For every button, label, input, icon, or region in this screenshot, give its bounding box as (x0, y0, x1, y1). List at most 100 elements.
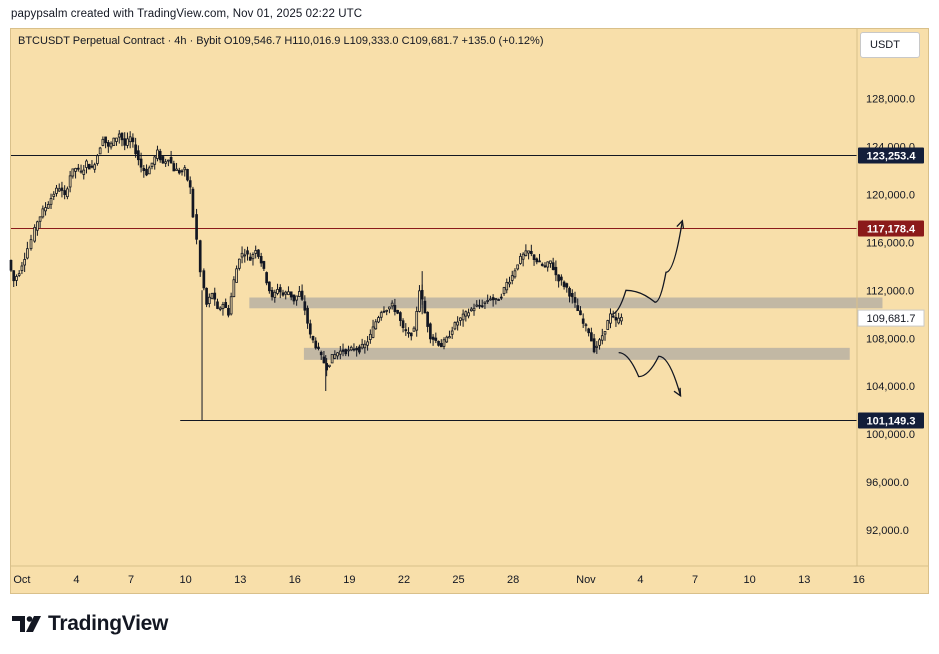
candle-body (319, 351, 323, 356)
candle-body (519, 255, 522, 264)
candle-body (251, 254, 255, 260)
price-tick-label: 128,000.0 (866, 94, 915, 106)
candle-body (240, 252, 244, 258)
candle-body (513, 270, 517, 278)
candle-body (229, 296, 233, 315)
candle-body (374, 321, 378, 330)
chart-pane[interactable] (10, 28, 929, 594)
price-tick-label: 96,000.0 (866, 477, 909, 489)
candle-body (423, 300, 427, 314)
candle-body (620, 316, 623, 322)
candle-body (74, 167, 77, 172)
currency-button[interactable]: USDT (860, 32, 920, 58)
candle-body (167, 159, 170, 162)
candle-body (188, 180, 192, 188)
candle-body (63, 190, 67, 196)
candle-body (609, 313, 612, 324)
time-tick-label: 10 (744, 574, 756, 586)
candle-body (510, 275, 514, 281)
candle-body (180, 170, 184, 173)
candle-body (415, 311, 419, 331)
candle-body (341, 349, 345, 352)
candle-body (570, 292, 574, 298)
time-axis[interactable]: Oct 4 7 10 13 16 19 22 25 28 Nov 4 7 10 13 16 (11, 565, 929, 586)
candle-body (164, 161, 167, 164)
candle-body (153, 156, 157, 165)
candle-body (549, 260, 552, 264)
candle-body (344, 349, 348, 355)
candle-body (213, 292, 217, 300)
candle-body (68, 175, 72, 188)
candle-body (532, 254, 536, 261)
candle-body (562, 281, 566, 287)
candle-body (276, 289, 279, 294)
candle-body (262, 261, 266, 269)
time-tick-label: 16 (289, 574, 301, 586)
candle-body (17, 273, 21, 276)
tradingview-wordmark: TradingView (48, 612, 169, 635)
candle-body (243, 254, 247, 257)
candle-body (554, 266, 558, 276)
candle-body (584, 324, 588, 327)
candle-body (538, 260, 541, 263)
candle-body (437, 340, 440, 346)
candle-body (36, 221, 39, 231)
candle-body (396, 309, 399, 314)
candle-body (183, 167, 187, 171)
candle-body (90, 165, 94, 168)
candle-body (499, 296, 503, 299)
candle-body (308, 323, 312, 335)
candle-body (46, 204, 50, 209)
time-tick-label: 13 (234, 574, 246, 586)
time-tick-label: Nov (576, 574, 596, 586)
candle-body (128, 136, 132, 143)
candle-body (445, 336, 449, 343)
projection-arrows (611, 219, 685, 398)
price-tick-label: 120,000.0 (866, 189, 915, 201)
candle-body (407, 332, 410, 334)
candle-body (456, 321, 459, 326)
candle-body (52, 193, 56, 197)
candle-body (9, 259, 13, 271)
candle-body (557, 274, 560, 282)
candle-body (489, 298, 492, 301)
candle-body (254, 250, 258, 254)
candle-body (278, 287, 282, 293)
candle-body (508, 281, 511, 285)
bearish-path (618, 351, 682, 396)
candle-body (358, 346, 361, 353)
candle-body (502, 287, 506, 294)
candle-body (79, 170, 83, 173)
candle-body (529, 250, 533, 255)
candle-body (55, 187, 58, 194)
candle-body (115, 137, 118, 142)
candle-body (475, 304, 479, 307)
time-tick-label: 10 (180, 574, 192, 586)
candle-body (82, 169, 86, 175)
candle-body (126, 138, 129, 146)
candle-body (382, 310, 386, 313)
price-chart[interactable]: Oct 4 7 10 13 16 19 22 25 28 Nov 4 7 10 13 16 132,000.0… (0, 0, 939, 600)
candle-body (448, 336, 451, 339)
candle-body (535, 258, 539, 263)
upper-zone (249, 297, 883, 309)
candle-body (385, 309, 389, 312)
candle-body (298, 291, 301, 297)
candle-body (186, 169, 189, 181)
candle-body (546, 261, 550, 268)
candle-body (287, 291, 290, 296)
price-axis[interactable]: 132,000.0128,000.0124,000.0120,000.0116,… (856, 29, 915, 566)
candle-body (96, 155, 99, 164)
candle-body (137, 150, 140, 161)
candle-body (134, 144, 137, 155)
candle-body (347, 349, 350, 352)
candle-body (355, 347, 359, 351)
candle-body (257, 249, 260, 257)
candle-body (139, 158, 143, 168)
price-tick-label: 100,000.0 (866, 429, 915, 441)
resistance-badge (858, 220, 924, 237)
candle-body (595, 345, 599, 348)
candle-body (191, 188, 195, 218)
crash-low-badge-label: 101,149.3 (867, 416, 916, 428)
candle-body (147, 167, 151, 175)
